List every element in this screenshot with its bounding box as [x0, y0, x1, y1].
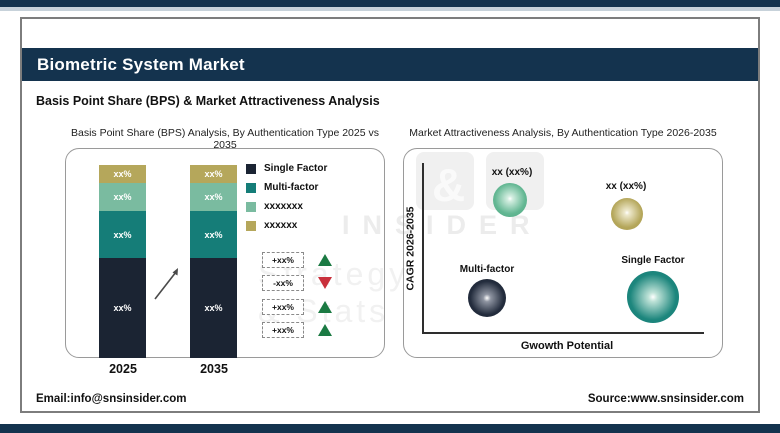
legend-swatch	[246, 163, 256, 174]
trend-arrow-icon	[154, 268, 178, 300]
legend-item: xxxxxx	[246, 220, 327, 231]
bps-change-row: -xx%	[262, 275, 332, 291]
page-subtitle: Basis Point Share (BPS) & Market Attract…	[36, 94, 380, 108]
bps-chart-title: Basis Point Share (BPS) Analysis, By Aut…	[71, 127, 379, 151]
top-navy-strip	[0, 0, 780, 7]
bar-segment-value: xx%	[204, 303, 223, 313]
bubble-label: Single Factor	[621, 255, 685, 266]
legend-swatch	[246, 220, 256, 231]
bar-segment-value: xx%	[204, 192, 223, 202]
bar-segment: xx%	[190, 211, 237, 258]
attractiveness-chart-panel	[403, 148, 723, 358]
bubble-label: xx (xx%)	[491, 167, 533, 178]
stacked-bar-2025: xx% xx% xx% xx%	[99, 165, 146, 358]
bubble-label: Multi-factor	[459, 264, 515, 275]
bubble-point	[611, 198, 643, 230]
bubble-point	[493, 183, 527, 217]
legend-label: xxxxxxx	[264, 201, 303, 212]
bps-change-value: +xx%	[262, 252, 304, 268]
stacked-bar-2035: xx% xx% xx% xx%	[190, 165, 237, 358]
y-axis-line	[422, 163, 424, 333]
bar-segment: xx%	[99, 211, 146, 258]
bar-segment: xx%	[190, 165, 237, 183]
y-axis-label: CAGR 2026-2035	[404, 206, 417, 291]
legend-swatch	[246, 182, 256, 193]
x-axis-label: Gwowth Potential	[520, 340, 614, 352]
bar-segment-value: xx%	[113, 192, 132, 202]
bar-segment: xx%	[99, 258, 146, 358]
triangle-up-icon	[318, 324, 332, 336]
bar-segment: xx%	[99, 183, 146, 211]
triangle-down-icon	[318, 277, 332, 289]
bottom-navy-strip	[0, 424, 780, 433]
page-title: Biometric System Market	[37, 54, 245, 74]
bps-change-value: -xx%	[262, 275, 304, 291]
title-bar: Biometric System Market	[22, 48, 758, 81]
chart-legend: Single Factor Multi-factor xxxxxxx xxxxx…	[246, 163, 327, 239]
legend-label: Single Factor	[264, 163, 328, 174]
bps-change-value: +xx%	[262, 322, 304, 338]
bps-change-row: +xx%	[262, 252, 332, 268]
legend-label: xxxxxx	[264, 220, 298, 231]
bar-category-2025: 2025	[109, 362, 137, 376]
legend-item: Multi-factor	[246, 182, 327, 193]
legend-swatch	[246, 201, 256, 212]
bubble-point	[627, 271, 679, 323]
top-blue-strip	[0, 7, 780, 11]
bar-segment-value: xx%	[204, 229, 223, 240]
content-frame	[20, 17, 760, 413]
bar-segment: xx%	[99, 165, 146, 183]
attractiveness-chart-title: Market Attractiveness Analysis, By Authe…	[409, 127, 717, 139]
x-axis-line	[422, 332, 704, 334]
legend-item: xxxxxxx	[246, 201, 327, 212]
bubble-point	[468, 279, 506, 317]
triangle-up-icon	[318, 301, 332, 313]
legend-item: Single Factor	[246, 163, 327, 174]
bps-change-value: +xx%	[262, 299, 304, 315]
bps-change-row: +xx%	[262, 299, 332, 315]
footer-source: Source:www.snsinsider.com	[587, 393, 744, 405]
legend-label: Multi-factor	[264, 182, 319, 193]
bar-segment-value: xx%	[204, 169, 223, 179]
footer-email: Email:info@snsinsider.com	[36, 393, 187, 405]
bar-segment-value: xx%	[113, 229, 132, 240]
bps-change-row: +xx%	[262, 322, 332, 338]
bps-change-list: +xx% -xx% +xx% +xx%	[262, 252, 332, 345]
bar-segment-value: xx%	[113, 169, 132, 179]
bubble-label: xx (xx%)	[605, 181, 647, 192]
bar-segment: xx%	[190, 183, 237, 211]
bar-category-2035: 2035	[200, 362, 228, 376]
bar-segment-value: xx%	[113, 303, 132, 313]
bar-segment: xx%	[190, 258, 237, 358]
triangle-up-icon	[318, 254, 332, 266]
